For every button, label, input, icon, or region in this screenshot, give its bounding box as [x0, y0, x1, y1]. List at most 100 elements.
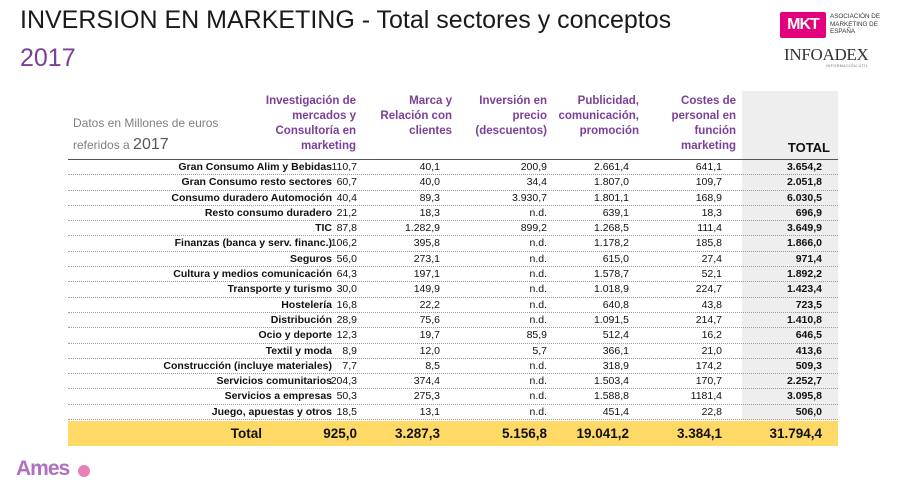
- cell-price: n.d.: [529, 390, 547, 403]
- table-row: Seguros 56,0 273,1 n.d. 615,0 27,4 971,4: [68, 252, 838, 268]
- cell-brand: 395,8: [413, 237, 440, 250]
- cell-advertising: 639,1: [602, 206, 629, 219]
- total-row-label: Total: [230, 426, 262, 441]
- cell-total: 1.410,8: [786, 313, 822, 326]
- cell-price: n.d.: [529, 405, 547, 418]
- cell-brand: 40,0: [419, 176, 440, 189]
- table-row: Resto consumo duradero 21,2 18,3 n.d. 639,1 1…: [68, 206, 838, 222]
- total-personnel: 3.384,1: [676, 426, 722, 441]
- cell-price: n.d.: [529, 206, 547, 219]
- cell-price: 34,4: [526, 176, 547, 189]
- cell-personnel: 22,8: [701, 405, 722, 418]
- cell-price: 85,9: [526, 329, 547, 342]
- cell-advertising: 2.661,4: [593, 161, 629, 173]
- table-row: Textil y moda 8,9 12,0 5,7 366,1 21,0 413,6: [68, 344, 838, 359]
- cell-research: 30,0: [336, 283, 357, 296]
- cell-personnel: 21,0: [701, 344, 722, 357]
- cell-total: 2.252,7: [786, 375, 822, 388]
- cell-brand: 275,3: [413, 390, 440, 403]
- cell-research: 60,7: [336, 176, 357, 189]
- table-row: Gran Consumo resto sectores 60,7 40,0 34,4 1…: [68, 175, 838, 191]
- sector-label: Gran Consumo resto sectores: [181, 176, 332, 189]
- cell-personnel: 52,1: [701, 268, 722, 281]
- sector-label: Servicios a empresas: [224, 390, 332, 403]
- sector-label: Seguros: [289, 252, 332, 265]
- table-row: Transporte y turismo 30,0 149,9 n.d. 1.018,9…: [68, 282, 838, 298]
- table-row: Servicios a empresas 50,3 275,3 n.d. 1.588,8…: [68, 389, 838, 405]
- cell-total: 1.423,4: [786, 283, 822, 296]
- cell-research: 28,9: [336, 313, 357, 326]
- units-reference: referidos a 2017: [73, 134, 218, 156]
- cell-research: 8,9: [342, 344, 357, 357]
- table-row: Construcción (incluye materiales) 7,7 8,5 n…: [68, 359, 838, 375]
- sector-label: Hostelería: [281, 298, 332, 311]
- column-header-price: Inversión en precio (descuentos): [475, 95, 547, 137]
- cell-personnel: 43,8: [701, 298, 722, 311]
- cell-advertising: 1.503,4: [593, 375, 629, 388]
- cell-advertising: 1.178,2: [593, 237, 629, 250]
- sector-label: Juego, apuestas y otros: [211, 405, 332, 418]
- sector-label: Gran Consumo Alim y Bebidas: [178, 161, 332, 173]
- cell-price: 200,9: [520, 161, 547, 173]
- cell-brand: 197,1: [413, 268, 440, 281]
- mkt-logo-letters: MKT: [787, 16, 820, 33]
- cell-personnel: 18,3: [701, 206, 722, 219]
- cell-advertising: 512,4: [602, 329, 629, 342]
- cell-advertising: 1.091,5: [593, 313, 629, 326]
- cell-brand: 149,9: [413, 283, 440, 296]
- ames-logo: Ames: [16, 457, 90, 483]
- cell-brand: 89,3: [419, 191, 440, 204]
- units-line: Datos en Millones de euros: [73, 116, 219, 130]
- cell-personnel: 224,7: [695, 283, 722, 296]
- cell-brand: 13,1: [419, 405, 440, 418]
- header-rule: [68, 159, 838, 160]
- units-year: 2017: [133, 136, 169, 153]
- table-row: Cultura y medios comunicación 64,3 197,1 n.…: [68, 267, 838, 283]
- cell-personnel: 170,7: [695, 375, 722, 388]
- cell-brand: 12,0: [419, 344, 440, 357]
- cell-research: 16,8: [336, 298, 357, 311]
- cell-brand: 273,1: [413, 252, 440, 265]
- table-row: Juego, apuestas y otros 18,5 13,1 n.d. 451,4…: [68, 405, 838, 421]
- cell-research: 64,3: [336, 268, 357, 281]
- mkt-logo: MKT ASOCIACIÓN DE MARKETING DE ESPAÑA: [780, 12, 895, 42]
- total-advertising: 19.041,2: [576, 426, 629, 441]
- cell-personnel: 174,2: [695, 359, 722, 372]
- cell-personnel: 185,8: [695, 237, 722, 250]
- total-row: Total 925,0 3.287,3 5.156,8 19.041,2 3.3…: [68, 421, 838, 446]
- cell-advertising: 1.578,7: [593, 268, 629, 281]
- cell-advertising: 451,4: [602, 405, 629, 418]
- cell-research: 12,3: [336, 329, 357, 342]
- cell-personnel: 214,7: [695, 313, 722, 326]
- sector-label: Ocio y deporte: [258, 329, 332, 342]
- cell-research: 110,7: [331, 161, 358, 173]
- table-row: Servicios comunitarios 204,3 374,4 n.d. 1.50…: [68, 374, 838, 390]
- cell-total: 6.030,5: [786, 191, 822, 204]
- cell-brand: 1.282,9: [404, 222, 440, 235]
- sector-label: Resto consumo duradero: [204, 206, 332, 219]
- cell-personnel: 16,2: [701, 329, 722, 342]
- total-column-background: [742, 91, 838, 420]
- cell-brand: 374,4: [413, 375, 440, 388]
- sector-label: Construcción (incluye materiales): [163, 359, 332, 372]
- cell-research: 106,2: [330, 237, 357, 250]
- cell-total: 509,3: [795, 359, 822, 372]
- total-price: 5.156,8: [501, 426, 547, 441]
- table-row: TIC 87,8 1.282,9 899,2 1.268,5 111,4 3.649,9: [68, 221, 838, 237]
- ames-logo-text: Ames: [16, 457, 70, 480]
- cell-price: 899,2: [520, 222, 547, 235]
- cell-personnel: 641,1: [695, 161, 722, 173]
- table-row: Ocio y deporte 12,3 19,7 85,9 512,4 16,2 646,5: [68, 328, 838, 344]
- cell-price: n.d.: [529, 375, 547, 388]
- table-row: Finanzas (banca y serv. financ.) 106,2 395…: [68, 236, 838, 252]
- cell-advertising: 615,0: [602, 252, 629, 265]
- infoadex-logo: INFOADEX: [784, 45, 869, 64]
- cell-total: 3.649,9: [786, 222, 822, 235]
- cell-total: 1.866,0: [786, 237, 822, 250]
- sector-label: Transporte y turismo: [227, 283, 332, 296]
- cell-brand: 40,1: [419, 161, 440, 173]
- investment-table: Gran Consumo Alim y Bebidas 110,7 40,1 200,…: [68, 160, 838, 421]
- cell-personnel: 27,4: [701, 252, 722, 265]
- cell-brand: 75,6: [419, 313, 440, 326]
- cell-total: 3.654,2: [786, 161, 822, 173]
